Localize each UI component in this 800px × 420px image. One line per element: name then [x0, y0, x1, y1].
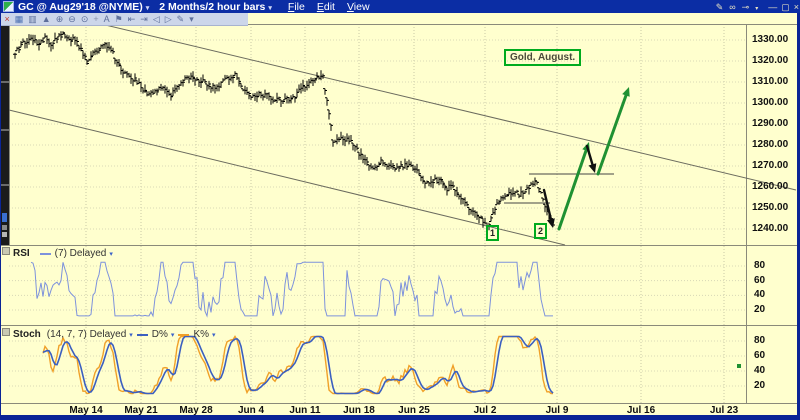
zoom-in-icon[interactable]: ⊕ — [55, 14, 64, 24]
stoch-axis-label: 60 — [754, 350, 766, 361]
stoch-axis-label: 40 — [754, 365, 766, 376]
tools-caret-icon[interactable]: ▾ — [189, 14, 194, 24]
pin-caret-icon[interactable]: ▾ — [755, 5, 759, 12]
minimize-button[interactable]: — — [768, 1, 778, 12]
strip-tool-icon[interactable] — [2, 232, 7, 237]
date-axis-label: Jun 25 — [398, 405, 430, 416]
window-bottom-border — [1, 415, 800, 420]
date-axis-label: Jun 11 — [289, 405, 321, 416]
timeframe-label: 2 Months/2 hour bars — [159, 0, 266, 13]
crosshair-icon[interactable]: + — [93, 14, 99, 24]
flag-icon[interactable]: ⚑ — [114, 14, 123, 24]
stoch-last-value-tick — [737, 364, 741, 368]
stoch-axis-label: 20 — [754, 380, 766, 391]
bar-chart-icon[interactable]: ▥ — [28, 14, 37, 24]
chart-window-icon[interactable]: ▦ — [14, 14, 24, 24]
rsi-label: RSI — [13, 248, 30, 259]
stoch-collapse-button[interactable] — [2, 328, 10, 336]
date-axis-label: Jul 2 — [473, 405, 497, 416]
rsi-axis-label: 20 — [754, 303, 766, 315]
drawing-strip[interactable] — [1, 24, 9, 245]
green-up-arrow — [557, 149, 588, 231]
page-end-icon[interactable]: ⇥ — [140, 14, 148, 24]
black-down-arrow — [542, 188, 553, 221]
gold-august-annotation[interactable]: Gold, August. — [504, 49, 582, 66]
stoch-k-line-sample — [178, 333, 190, 336]
marker-1-annotation[interactable]: 1 — [486, 225, 499, 241]
strip-tool-icon[interactable] — [2, 213, 7, 222]
price-axis-label: 1300.00 — [752, 97, 789, 108]
menu-file[interactable]: File — [287, 0, 305, 13]
strip-tool-icon[interactable] — [2, 225, 7, 230]
rsi-header: RSI (7) Delayed ▾ — [13, 248, 113, 259]
green-up-arrow — [596, 93, 628, 176]
price-axis-label: 1290.00 — [752, 118, 789, 129]
rsi-params[interactable]: (7) Delayed — [54, 248, 107, 259]
step-back-icon[interactable]: ◁ — [152, 14, 160, 24]
contract-label: GC @ Aug29'18 @NYME) — [18, 0, 143, 13]
date-axis-label: Jun 18 — [343, 405, 375, 416]
rsi-axis-label: 80 — [754, 260, 766, 271]
price-axis-label: 1270.00 — [752, 160, 789, 171]
stoch-axis-label: 80 — [754, 335, 766, 346]
close-button[interactable]: × — [793, 1, 799, 12]
stoch-d-caret-icon[interactable]: ▾ — [170, 331, 175, 339]
rsi-params-caret-icon[interactable]: ▾ — [109, 250, 113, 258]
stoch-k-caret-icon[interactable]: ▾ — [212, 331, 216, 339]
link-icon[interactable]: ∞ — [729, 1, 736, 12]
stoch-header: Stoch (14, 7, 7) Delayed ▾ D% ▾ K% ▾ — [13, 329, 216, 340]
date-axis-label: Jun 4 — [237, 405, 265, 416]
price-axis-label: 1320.00 — [752, 55, 789, 66]
annotate-text-icon[interactable]: A — [103, 14, 110, 24]
timeframe-caret-icon: ▾ — [268, 4, 272, 12]
rsi-axis-label: 60 — [754, 274, 766, 286]
marker-2-annotation[interactable]: 2 — [534, 223, 547, 239]
edit-pencil-icon[interactable]: ✎ — [715, 1, 724, 12]
rsi-collapse-button[interactable] — [2, 247, 10, 255]
price-axis-label: 1310.00 — [752, 76, 789, 87]
stoch-params[interactable]: (14, 7, 7) Delayed — [46, 329, 127, 340]
area-chart-icon[interactable]: ▲ — [41, 14, 51, 24]
date-axis-label: May 28 — [179, 405, 213, 416]
date-axis-label: May 14 — [69, 405, 103, 416]
maximize-button[interactable]: ▢ — [781, 1, 790, 12]
page-start-icon[interactable]: ⇤ — [127, 14, 136, 24]
contract-caret-icon: ▾ — [145, 4, 150, 12]
step-forward-icon[interactable]: ▷ — [164, 14, 172, 24]
price-axis-label: 1330.00 — [752, 34, 789, 45]
title-bar: GC @ Aug29'18 @NYME) ▾ 2 Months/2 hour ba… — [1, 0, 800, 13]
draw-pencil-icon[interactable]: ✎ — [176, 14, 185, 24]
stoch-d-label[interactable]: D% — [151, 329, 168, 340]
timeframe-selector[interactable]: 2 Months/2 hour bars ▾ — [159, 1, 272, 13]
zoom-reset-icon[interactable]: ⊙ — [80, 14, 89, 24]
price-axis-label: 1280.00 — [752, 139, 789, 150]
black-down-arrow — [585, 144, 594, 166]
window-right-border — [797, 0, 800, 420]
price-axis-label: 1260.00 — [752, 181, 789, 192]
toolbar: × ▦ ▥ ▲ ⊕ ⊖ ⊙ + A ⚑ ⇤ ⇥ ◁ ▷ ✎ ▾ — [1, 13, 248, 26]
menu-view[interactable]: View — [346, 0, 370, 13]
date-axis-label: Jul 16 — [626, 405, 656, 416]
zoom-out-icon[interactable]: ⊖ — [68, 14, 76, 24]
contract-selector[interactable]: GC @ Aug29'18 @NYME) ▾ — [18, 1, 149, 13]
date-axis-label: May 21 — [124, 405, 158, 416]
app-icon — [3, 1, 14, 12]
pin-icon[interactable]: ⊸ — [741, 1, 750, 12]
date-axis-label: Jul 23 — [709, 405, 739, 416]
rsi-axis-label: 40 — [754, 289, 766, 301]
stoch-label: Stoch — [13, 329, 41, 340]
rsi-line-sample — [39, 252, 51, 255]
date-axis-label: Jul 9 — [545, 405, 569, 416]
price-axis-label: 1250.00 — [752, 202, 789, 213]
stoch-params-caret-icon[interactable]: ▾ — [129, 331, 133, 339]
stoch-d-line-sample — [136, 333, 148, 336]
price-axis-label: 1240.00 — [752, 223, 789, 234]
menu-edit[interactable]: Edit — [316, 0, 335, 13]
remove-chart-icon[interactable]: × — [4, 14, 10, 24]
stoch-k-label[interactable]: K% — [193, 329, 209, 340]
